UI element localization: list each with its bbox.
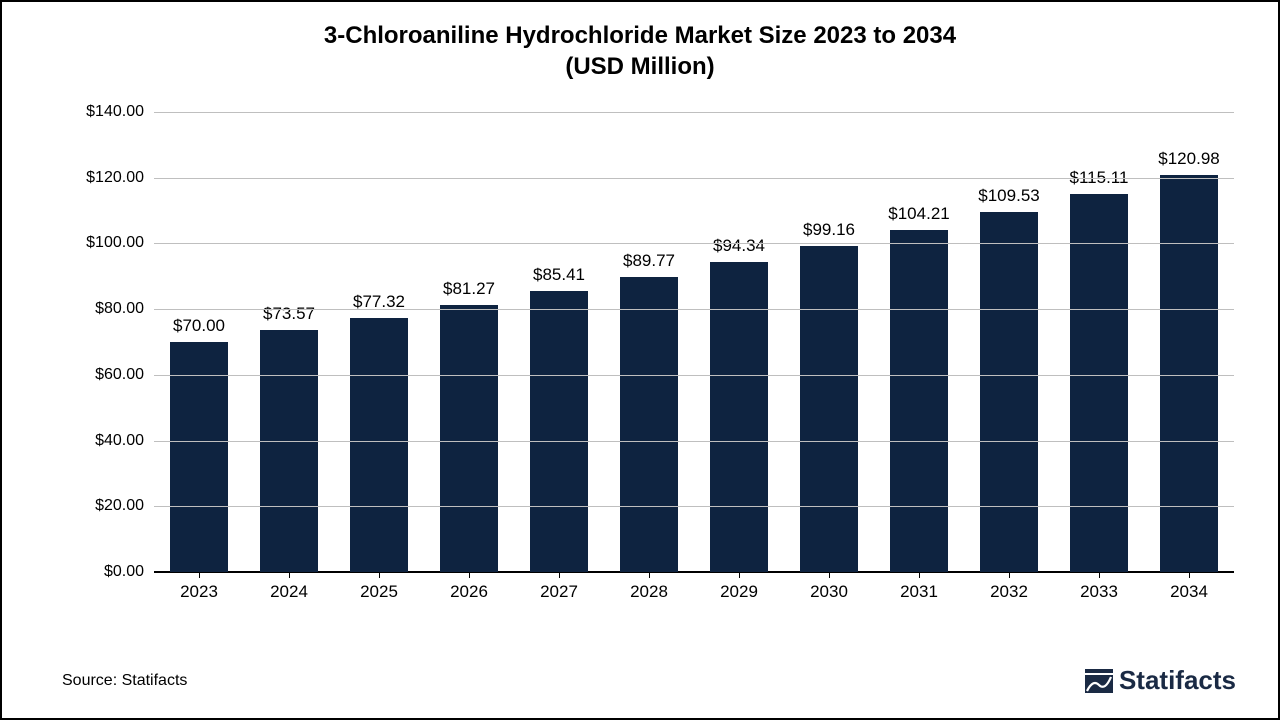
grid-line	[154, 243, 1234, 244]
x-tick-mark	[559, 572, 560, 578]
bar-value-label: $73.57	[263, 304, 315, 324]
bar: $70.00	[170, 342, 228, 572]
bars-container: $70.002023$73.572024$77.322025$81.272026…	[154, 112, 1234, 572]
bar-slot: $73.572024	[244, 112, 334, 572]
bar: $120.98	[1160, 175, 1218, 573]
x-tick-mark	[1189, 572, 1190, 578]
grid-line	[154, 441, 1234, 442]
y-tick-label: $60.00	[95, 366, 144, 384]
x-tick-label: 2032	[990, 582, 1028, 602]
x-tick-mark	[739, 572, 740, 578]
bar: $109.53	[980, 212, 1038, 572]
x-tick-mark	[829, 572, 830, 578]
chart-title-line1: 3-Chloroaniline Hydrochloride Market Siz…	[2, 20, 1278, 51]
bar: $89.77	[620, 277, 678, 572]
chart-title: 3-Chloroaniline Hydrochloride Market Siz…	[2, 2, 1278, 82]
plot-region: $70.002023$73.572024$77.322025$81.272026…	[154, 112, 1234, 572]
x-tick-label: 2030	[810, 582, 848, 602]
x-tick-label: 2026	[450, 582, 488, 602]
bar-value-label: $99.16	[803, 220, 855, 240]
bar-slot: $94.342029	[694, 112, 784, 572]
bar-value-label: $109.53	[978, 186, 1039, 206]
y-tick-label: $80.00	[95, 300, 144, 318]
bar-value-label: $70.00	[173, 316, 225, 336]
bar-value-label: $104.21	[888, 204, 949, 224]
x-tick-mark	[289, 572, 290, 578]
grid-line	[154, 506, 1234, 507]
bar-value-label: $85.41	[533, 265, 585, 285]
x-tick-label: 2023	[180, 582, 218, 602]
bar-value-label: $81.27	[443, 279, 495, 299]
y-tick-label: $0.00	[104, 563, 144, 581]
brand-name: Statifacts	[1119, 665, 1236, 696]
grid-line	[154, 309, 1234, 310]
bar-value-label: $89.77	[623, 251, 675, 271]
x-tick-label: 2028	[630, 582, 668, 602]
x-tick-label: 2027	[540, 582, 578, 602]
bar-slot: $77.322025	[334, 112, 424, 572]
x-tick-mark	[379, 572, 380, 578]
x-tick-mark	[919, 572, 920, 578]
grid-line	[154, 112, 1234, 113]
bar-slot: $81.272026	[424, 112, 514, 572]
bar-slot: $115.112033	[1054, 112, 1144, 572]
chart-area: $70.002023$73.572024$77.322025$81.272026…	[74, 112, 1234, 607]
y-tick-label: $40.00	[95, 432, 144, 450]
x-tick-label: 2024	[270, 582, 308, 602]
bar-slot: $85.412027	[514, 112, 604, 572]
x-tick-label: 2034	[1170, 582, 1208, 602]
x-tick-mark	[469, 572, 470, 578]
bar-slot: $89.772028	[604, 112, 694, 572]
y-tick-label: $140.00	[86, 103, 144, 121]
chart-title-line2: (USD Million)	[2, 51, 1278, 82]
bar-slot: $70.002023	[154, 112, 244, 572]
x-tick-mark	[1099, 572, 1100, 578]
bar: $115.11	[1070, 194, 1128, 572]
bar: $73.57	[260, 330, 318, 572]
bar: $104.21	[890, 230, 948, 572]
x-tick-label: 2025	[360, 582, 398, 602]
chart-frame: 3-Chloroaniline Hydrochloride Market Siz…	[0, 0, 1280, 720]
y-tick-label: $100.00	[86, 234, 144, 252]
x-tick-label: 2033	[1080, 582, 1118, 602]
bar: $77.32	[350, 318, 408, 572]
brand-logo: Statifacts	[1085, 665, 1236, 696]
source-text: Source: Statifacts	[62, 672, 187, 690]
bar: $99.16	[800, 246, 858, 572]
x-tick-label: 2029	[720, 582, 758, 602]
grid-line	[154, 375, 1234, 376]
y-tick-label: $20.00	[95, 497, 144, 515]
bar-slot: $120.982034	[1144, 112, 1234, 572]
y-tick-label: $120.00	[86, 169, 144, 187]
logo-icon	[1085, 669, 1113, 693]
bar: $81.27	[440, 305, 498, 572]
grid-line	[154, 572, 1234, 573]
x-tick-mark	[649, 572, 650, 578]
x-tick-label: 2031	[900, 582, 938, 602]
grid-line	[154, 178, 1234, 179]
bar-value-label: $94.34	[713, 236, 765, 256]
x-tick-mark	[1009, 572, 1010, 578]
bar-slot: $99.162030	[784, 112, 874, 572]
bar: $85.41	[530, 291, 588, 572]
bar-value-label: $120.98	[1158, 149, 1219, 169]
bar-slot: $104.212031	[874, 112, 964, 572]
x-tick-mark	[199, 572, 200, 578]
bar-slot: $109.532032	[964, 112, 1054, 572]
